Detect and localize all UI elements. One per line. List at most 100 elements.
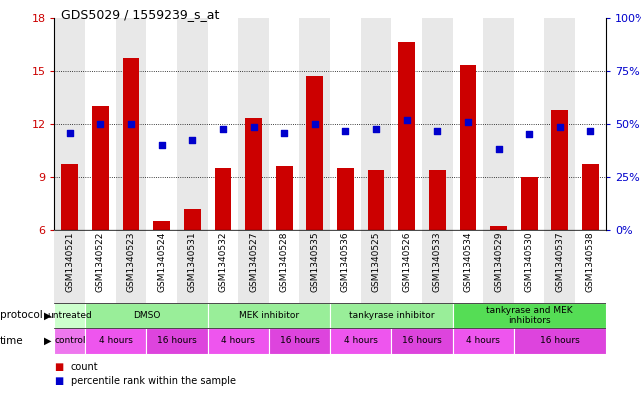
Text: MEK inhibitor: MEK inhibitor <box>239 311 299 320</box>
Bar <box>392 18 422 230</box>
Bar <box>582 164 599 230</box>
Bar <box>184 209 201 230</box>
Bar <box>429 170 445 230</box>
Bar <box>330 328 392 354</box>
Point <box>187 136 197 143</box>
Text: GSM1340525: GSM1340525 <box>372 231 381 292</box>
Text: GSM1340521: GSM1340521 <box>65 231 74 292</box>
Text: GSM1340524: GSM1340524 <box>157 231 166 292</box>
Point <box>401 117 412 123</box>
Point <box>310 121 320 127</box>
Text: GDS5029 / 1559239_s_at: GDS5029 / 1559239_s_at <box>61 8 219 21</box>
Text: GSM1340531: GSM1340531 <box>188 231 197 292</box>
Bar <box>54 303 85 328</box>
Bar <box>146 328 208 354</box>
FancyBboxPatch shape <box>575 230 606 303</box>
Bar <box>299 18 330 230</box>
Point <box>524 131 535 138</box>
Point <box>249 124 259 130</box>
Text: GSM1340533: GSM1340533 <box>433 231 442 292</box>
Bar <box>116 18 146 230</box>
Bar <box>490 226 507 230</box>
Text: GSM1340522: GSM1340522 <box>96 231 105 292</box>
Text: GSM1340535: GSM1340535 <box>310 231 319 292</box>
Bar <box>208 18 238 230</box>
Text: 16 hours: 16 hours <box>402 336 442 345</box>
Text: 16 hours: 16 hours <box>279 336 319 345</box>
Text: tankyrase inhibitor: tankyrase inhibitor <box>349 311 434 320</box>
Bar <box>575 18 606 230</box>
Bar <box>453 18 483 230</box>
Bar <box>483 18 514 230</box>
Bar <box>514 328 606 354</box>
Bar <box>62 164 78 230</box>
Text: ▶: ▶ <box>44 310 51 320</box>
Bar <box>551 110 568 230</box>
Bar <box>269 328 330 354</box>
Text: GSM1340527: GSM1340527 <box>249 231 258 292</box>
Bar <box>368 170 385 230</box>
Bar <box>544 18 575 230</box>
Text: ■: ■ <box>54 376 63 386</box>
Bar <box>453 303 606 328</box>
Bar <box>153 221 170 230</box>
Bar <box>238 18 269 230</box>
Text: 4 hours: 4 hours <box>99 336 133 345</box>
FancyBboxPatch shape <box>299 230 330 303</box>
Bar <box>177 18 208 230</box>
FancyBboxPatch shape <box>483 230 514 303</box>
Text: 4 hours: 4 hours <box>344 336 378 345</box>
Text: control: control <box>54 336 85 345</box>
FancyBboxPatch shape <box>269 230 299 303</box>
Bar <box>422 18 453 230</box>
Bar <box>215 168 231 230</box>
FancyBboxPatch shape <box>116 230 146 303</box>
Point <box>554 124 565 130</box>
FancyBboxPatch shape <box>361 230 392 303</box>
Text: GSM1340538: GSM1340538 <box>586 231 595 292</box>
Text: protocol: protocol <box>0 310 43 320</box>
Bar <box>122 58 140 230</box>
FancyBboxPatch shape <box>85 230 116 303</box>
Text: ▶: ▶ <box>44 336 51 346</box>
Bar <box>146 18 177 230</box>
Text: time: time <box>0 336 24 346</box>
Text: GSM1340537: GSM1340537 <box>555 231 564 292</box>
FancyBboxPatch shape <box>453 230 483 303</box>
Bar <box>361 18 392 230</box>
Text: untreated: untreated <box>47 311 92 320</box>
Bar <box>85 303 208 328</box>
Bar <box>460 65 476 230</box>
Bar <box>306 76 323 230</box>
Bar <box>330 303 453 328</box>
Point <box>96 121 106 127</box>
Bar <box>520 177 538 230</box>
Point <box>65 129 75 136</box>
Text: 16 hours: 16 hours <box>540 336 579 345</box>
Bar <box>54 328 85 354</box>
Text: DMSO: DMSO <box>133 311 160 320</box>
Bar <box>276 166 292 230</box>
Text: tankyrase and MEK
inhibitors: tankyrase and MEK inhibitors <box>486 306 572 325</box>
Bar <box>208 328 269 354</box>
Point <box>340 128 351 134</box>
Bar <box>398 42 415 230</box>
FancyBboxPatch shape <box>330 230 361 303</box>
Text: GSM1340523: GSM1340523 <box>126 231 135 292</box>
Point <box>494 145 504 152</box>
Text: GSM1340529: GSM1340529 <box>494 231 503 292</box>
Bar <box>337 168 354 230</box>
FancyBboxPatch shape <box>422 230 453 303</box>
FancyBboxPatch shape <box>392 230 422 303</box>
Text: 4 hours: 4 hours <box>221 336 255 345</box>
Bar <box>85 328 146 354</box>
Text: 16 hours: 16 hours <box>157 336 197 345</box>
Bar <box>453 328 514 354</box>
FancyBboxPatch shape <box>146 230 177 303</box>
Point <box>371 126 381 132</box>
Text: GSM1340534: GSM1340534 <box>463 231 472 292</box>
Point <box>463 119 473 125</box>
Bar <box>54 18 85 230</box>
FancyBboxPatch shape <box>514 230 544 303</box>
Point <box>432 128 442 134</box>
